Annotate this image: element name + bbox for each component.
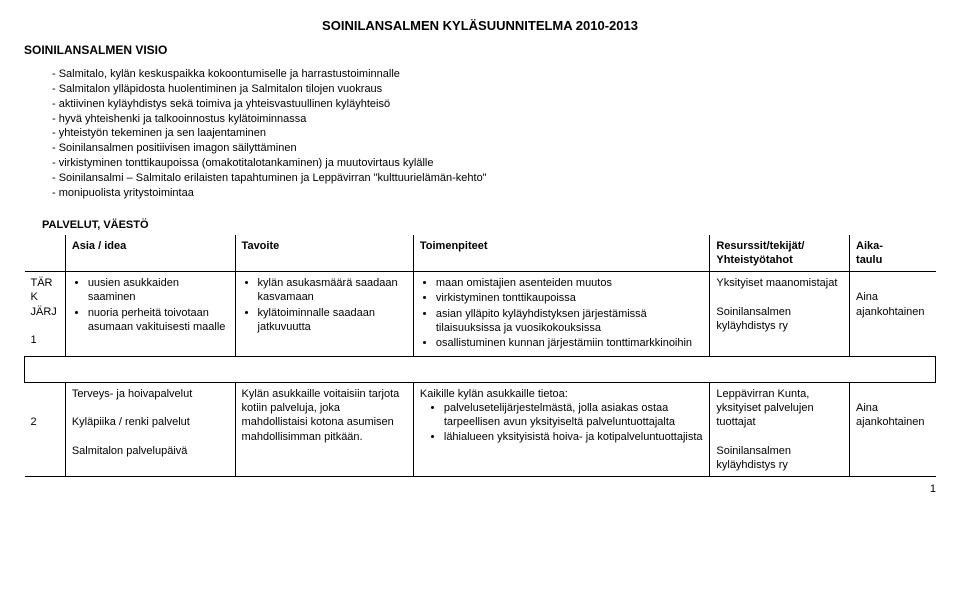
vision-item: - Salmitalon ylläpidosta huolentiminen j… bbox=[52, 82, 936, 97]
vision-item: - yhteistyön tekeminen ja sen laajentami… bbox=[52, 126, 936, 141]
page-number: 1 bbox=[24, 483, 936, 495]
cell-tavoite: Kylän asukkaille voitaisiin tarjota koti… bbox=[235, 382, 413, 477]
vision-item: - Soinilansalmen positiivisen imagon säi… bbox=[52, 141, 936, 156]
table-header-row: Asia / idea Tavoite Toimenpiteet Resurss… bbox=[25, 235, 936, 272]
cell-toimenpiteet: maan omistajien asenteiden muutos virkis… bbox=[413, 272, 710, 356]
cell-aika: Aina ajankohtainen bbox=[850, 382, 936, 477]
vision-item: - Salmitalo, kylän keskuspaikka kokoontu… bbox=[52, 67, 936, 82]
col-id bbox=[25, 235, 66, 272]
vision-item: - hyvä yhteishenki ja talkooinnostus kyl… bbox=[52, 112, 936, 127]
vision-item: - aktiivinen kyläyhdistys sekä toimiva j… bbox=[52, 97, 936, 112]
vision-heading: SOINILANSALMEN VISIO bbox=[24, 43, 936, 57]
vision-list: - Salmitalo, kylän keskuspaikka kokoontu… bbox=[52, 67, 936, 201]
cell-resurssit: Yksityiset maanomistajat Soinilansalmen … bbox=[710, 272, 850, 356]
col-toimenpiteet: Toimenpiteet bbox=[413, 235, 710, 272]
table-section-heading: PALVELUT, VÄESTÖ bbox=[42, 219, 936, 231]
cell-toimenpiteet: Kaikille kylän asukkaille tietoa: palvel… bbox=[413, 382, 710, 477]
col-asia: Asia / idea bbox=[65, 235, 235, 272]
cell-tavoite: kylän asukasmäärä saadaan kasvamaan kylä… bbox=[235, 272, 413, 356]
col-tavoite: Tavoite bbox=[235, 235, 413, 272]
row-id: TÄR K JÄRJ 1 bbox=[25, 272, 66, 356]
spacer-row bbox=[25, 356, 936, 382]
plan-table: Asia / idea Tavoite Toimenpiteet Resurss… bbox=[24, 235, 936, 478]
cell-asia: Terveys- ja hoivapalvelut Kyläpiika / re… bbox=[65, 382, 235, 477]
vision-item: - Soinilansalmi – Salmitalo erilaisten t… bbox=[52, 171, 936, 186]
vision-item: - virkistyminen tonttikaupoissa (omakoti… bbox=[52, 156, 936, 171]
table-row: TÄR K JÄRJ 1 uusien asukkaiden saaminen … bbox=[25, 272, 936, 356]
doc-title: SOINILANSALMEN KYLÄSUUNNITELMA 2010-2013 bbox=[24, 18, 936, 33]
table-row: 2 Terveys- ja hoivapalvelut Kyläpiika / … bbox=[25, 382, 936, 477]
cell-resurssit: Leppävirran Kunta, yksityiset palvelujen… bbox=[710, 382, 850, 477]
col-aika: Aika-taulu bbox=[850, 235, 936, 272]
cell-asia: uusien asukkaiden saaminen nuoria perhei… bbox=[65, 272, 235, 356]
cell-aika: Aina ajankohtainen bbox=[850, 272, 936, 356]
col-resurssit: Resurssit/tekijät/Yhteistyötahot bbox=[710, 235, 850, 272]
vision-item: - monipuolista yritystoimintaa bbox=[52, 186, 936, 201]
row-id: 2 bbox=[25, 382, 66, 477]
